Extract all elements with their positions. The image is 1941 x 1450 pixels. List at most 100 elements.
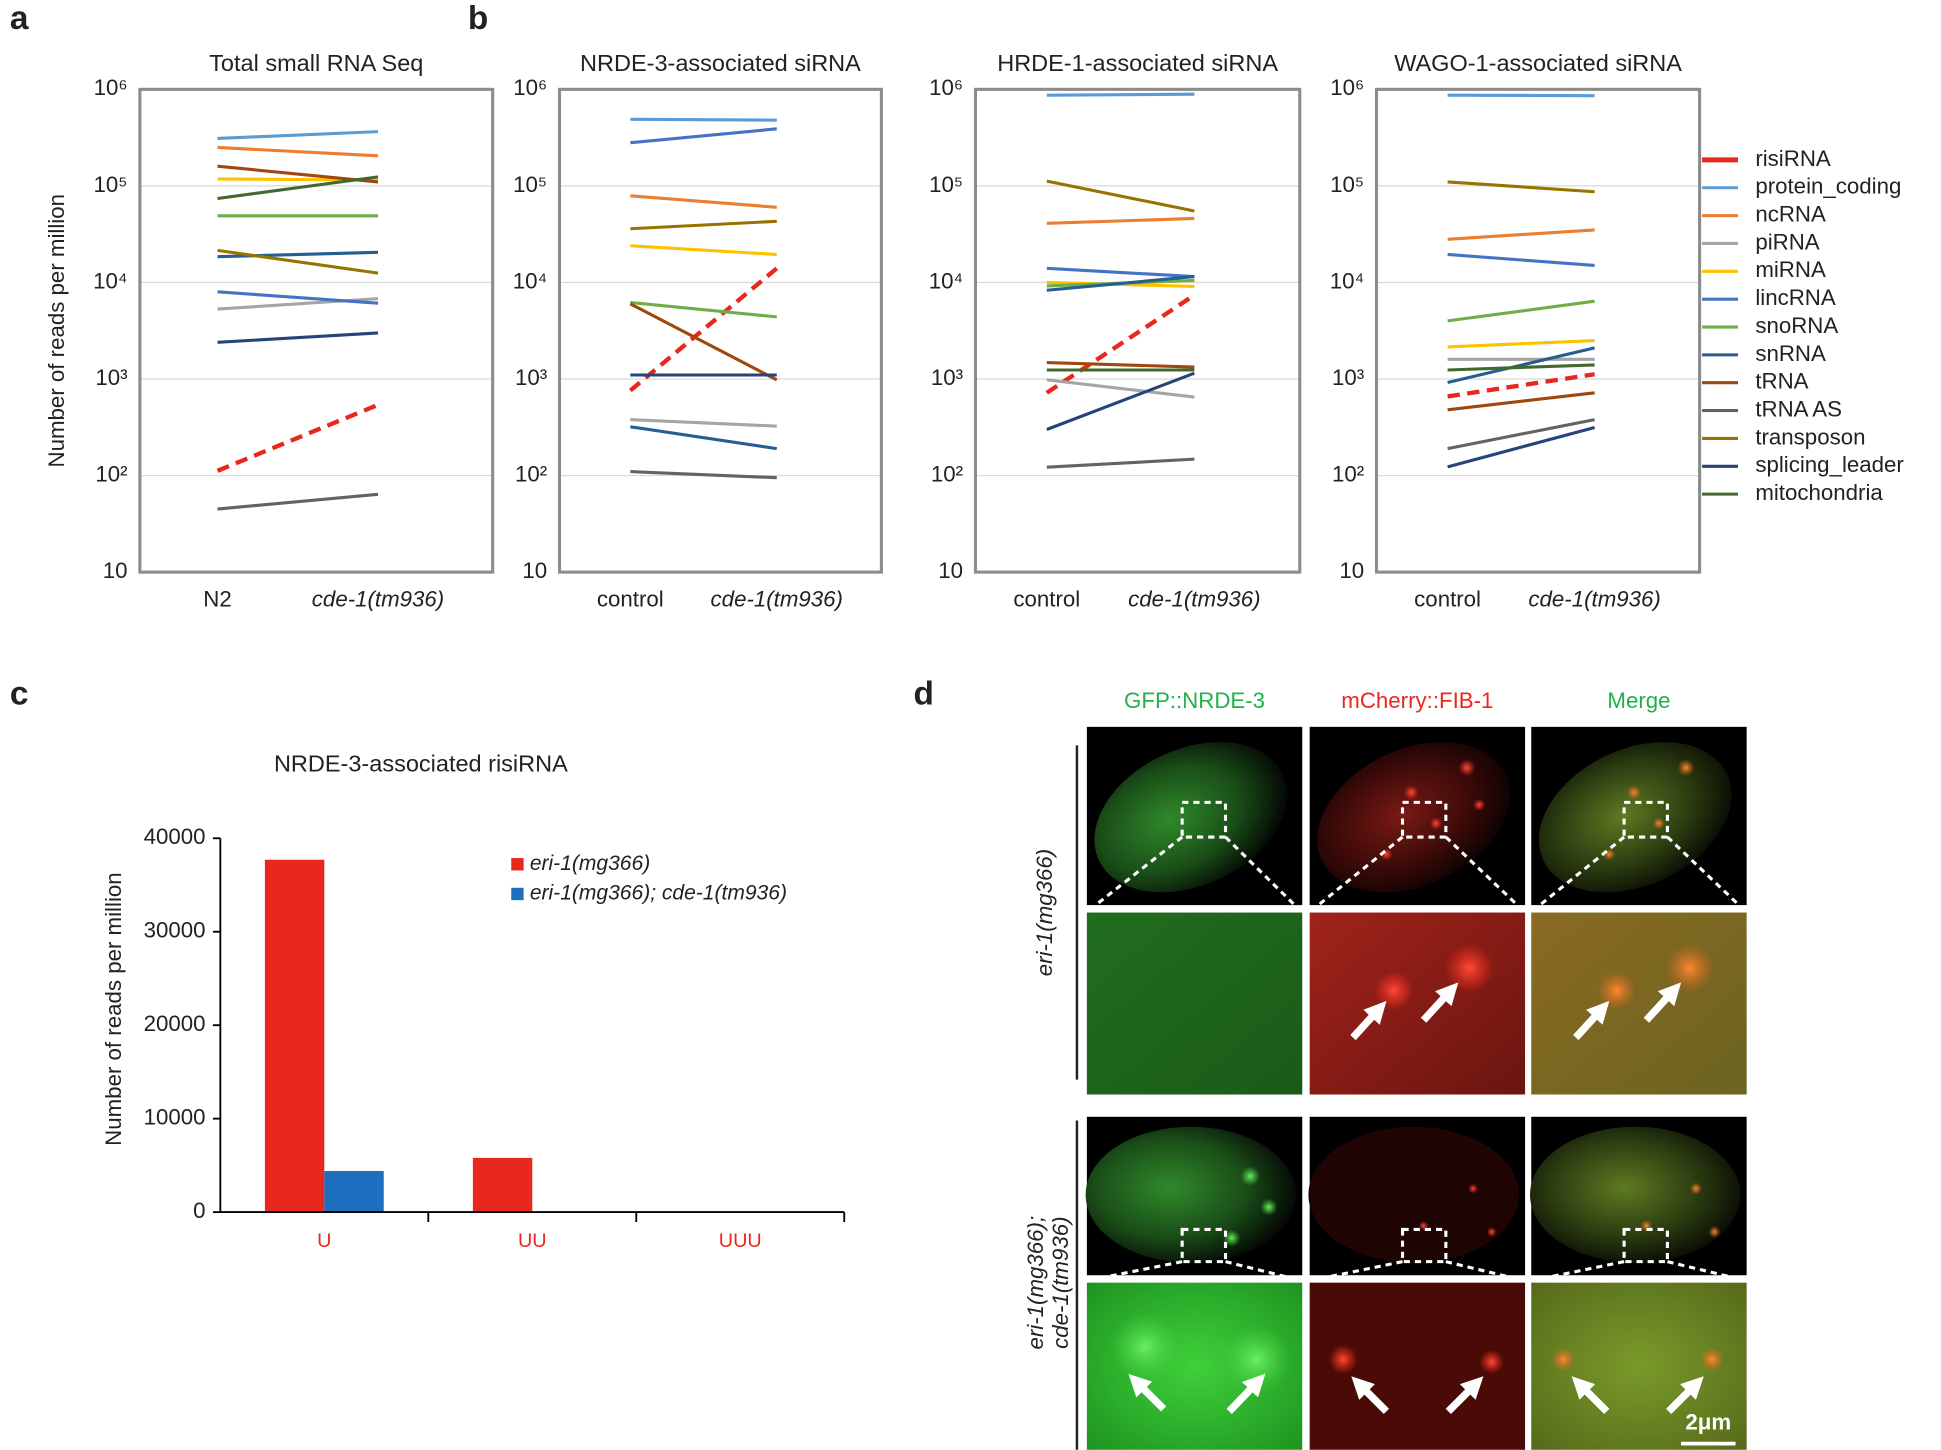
y-tick-label: 10⁴: [93, 268, 127, 293]
y-tick-label: 10⁶: [1330, 75, 1364, 100]
bar: [472, 1157, 533, 1213]
series-line: [630, 117, 777, 122]
y-tick-label: 10: [938, 558, 963, 583]
y-tick-label: 10³: [515, 365, 547, 390]
y-tick-label: 0: [193, 1198, 205, 1223]
y-tick-label: 10: [1339, 558, 1364, 583]
y-tick-label: 10: [522, 558, 547, 583]
y-tick-label: 20000: [144, 1011, 206, 1036]
plot-frame: [138, 87, 495, 574]
row-label: cde-1(tm936): [1048, 1216, 1073, 1348]
x-tick-label: control: [1013, 586, 1080, 611]
legend-swatch: [511, 887, 524, 901]
series-line: [1447, 372, 1595, 399]
series-line: [630, 219, 777, 231]
y-tick-label: 10⁴: [513, 268, 547, 293]
series-line: [1046, 266, 1195, 279]
chart-title: NRDE-3-associated siRNA: [580, 50, 861, 76]
series-line: [630, 194, 777, 209]
chart-title: Total small RNA Seq: [209, 50, 423, 76]
x-tick-label: N2: [203, 586, 231, 611]
series-line: [1447, 228, 1595, 241]
legend-label: risiRNA: [1755, 146, 1831, 171]
series-line: [1046, 457, 1195, 469]
legend-label: miRNA: [1755, 257, 1826, 282]
microscopy-panels: [1075, 726, 1747, 1450]
y-tick-label: 10⁴: [1330, 268, 1364, 293]
plot-frame: [973, 87, 1302, 574]
plot-frame: [557, 87, 883, 574]
bar: [264, 859, 325, 1213]
chart-title: HRDE-1-associated siRNA: [997, 50, 1278, 76]
x-tick-label: cde-1(tm936): [1128, 586, 1260, 611]
y-tick-label: 10²: [515, 461, 547, 486]
column-label: mCherry::FIB-1: [1341, 688, 1493, 713]
column-label: GFP::NRDE-3: [1124, 688, 1265, 713]
series-line: [630, 127, 777, 145]
panel-label: b: [468, 0, 488, 37]
series-line: [629, 302, 778, 382]
panel-label: d: [914, 676, 934, 713]
series-line: [630, 425, 777, 451]
x-tick-label: U: [317, 1230, 331, 1252]
series-line: [1447, 339, 1595, 349]
y-tick-label: 10⁶: [94, 75, 128, 100]
x-tick-label: UUU: [719, 1230, 762, 1252]
series-line: [1447, 363, 1595, 372]
panel-label: a: [10, 0, 29, 37]
x-tick-label: UU: [518, 1230, 547, 1252]
legend-label: transposon: [1755, 424, 1865, 449]
legend-swatch: [511, 858, 524, 871]
y-axis-label: Number of reads per million: [44, 194, 69, 467]
chart-title: NRDE-3-associated risiRNA: [274, 750, 568, 776]
legend-label: ncRNA: [1755, 202, 1826, 227]
y-tick-label: 10⁵: [94, 172, 128, 197]
legend-label: splicing_leader: [1755, 452, 1904, 477]
x-tick-label: cde-1(tm936): [312, 586, 444, 611]
series-line: [1046, 179, 1195, 213]
x-tick-label: control: [1414, 586, 1481, 611]
y-tick-label: 10³: [931, 365, 963, 390]
panel-label: c: [10, 676, 29, 713]
series-line: [1447, 418, 1595, 451]
legend-label: piRNA: [1755, 229, 1819, 254]
y-tick-label: 10²: [1332, 461, 1364, 486]
series-line: [217, 492, 379, 511]
y-axis-label: Number of reads per million: [101, 872, 126, 1145]
series-line: [1447, 346, 1595, 385]
series-line: [1046, 275, 1195, 292]
series-line: [1046, 92, 1195, 97]
x-tick-label: control: [597, 586, 664, 611]
y-tick-label: 10³: [95, 365, 127, 390]
legend-label: mitochondria: [1755, 480, 1883, 505]
y-tick-label: 10: [103, 558, 128, 583]
y-tick-label: 10⁵: [1330, 172, 1364, 197]
chart-title: WAGO-1-associated siRNA: [1394, 50, 1682, 76]
series-line: [1447, 252, 1595, 267]
legend-label: tRNA AS: [1755, 396, 1842, 421]
series-line: [1447, 425, 1596, 469]
legend-label: lincRNA: [1755, 285, 1836, 310]
series-line: [1447, 391, 1595, 412]
series-line: [628, 266, 779, 393]
legend-label: snRNA: [1755, 341, 1826, 366]
series-line: [630, 418, 777, 428]
y-tick-label: 10²: [931, 461, 963, 486]
row-label: eri-1(mg366): [1032, 849, 1057, 976]
series-line: [217, 130, 379, 141]
y-tick-label: 10⁵: [929, 172, 963, 197]
y-tick-label: 10000: [144, 1105, 206, 1130]
series-line: [217, 290, 379, 305]
legend-label: tRNA: [1755, 369, 1808, 394]
series-line: [217, 145, 379, 158]
bar: [324, 1170, 384, 1213]
column-label: Merge: [1607, 688, 1670, 713]
x-tick-label: cde-1(tm936): [711, 586, 843, 611]
series-line: [217, 248, 379, 275]
series-line: [1046, 216, 1195, 225]
series-line: [630, 244, 777, 256]
x-tick-label: cde-1(tm936): [1528, 586, 1660, 611]
y-tick-label: 30000: [144, 918, 206, 943]
